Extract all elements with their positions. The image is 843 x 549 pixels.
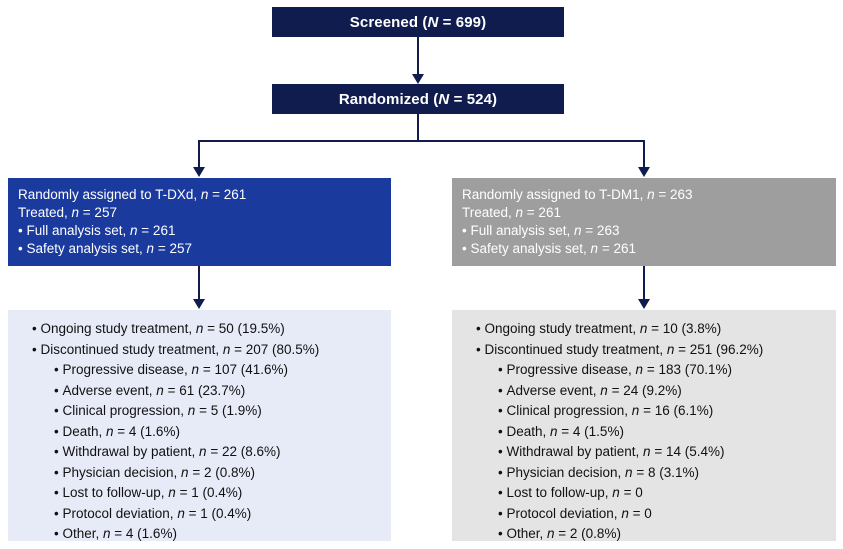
screened-box: Screened (N = 699) — [272, 7, 564, 37]
randomized-box: Randomized (N = 524) — [272, 84, 564, 114]
outcome-item: Discontinued study treatment, n = 207 (8… — [20, 340, 381, 361]
outcome-subitem: Death, n = 4 (1.5%) — [464, 422, 826, 443]
tdm1-assignment-box: Randomly assigned to T-DM1, n = 263 Trea… — [452, 178, 836, 266]
outcome-subitem: Death, n = 4 (1.6%) — [20, 422, 381, 443]
outcome-subitem: Lost to follow-up, n = 1 (0.4%) — [20, 483, 381, 504]
randomized-label: Randomized (N = 524) — [338, 90, 498, 108]
tdm1-treated-line: Treated, n = 261 — [462, 205, 561, 220]
outcome-subitem: Other, n = 4 (1.6%) — [20, 524, 381, 545]
outcome-subitem: Clinical progression, n = 16 (6.1%) — [464, 401, 826, 422]
tdm1-outcomes-box: Ongoing study treatment, n = 10 (3.8%) D… — [452, 310, 836, 541]
outcome-subitem: Progressive disease, n = 183 (70.1%) — [464, 360, 826, 381]
outcome-subitem: Physician decision, n = 8 (3.1%) — [464, 463, 826, 484]
outcome-subitem: Adverse event, n = 61 (23.7%) — [20, 381, 381, 402]
tdxd-full-analysis-line: Full analysis set, n = 261 — [18, 222, 381, 240]
tdxd-safety-analysis-line: Safety analysis set, n = 257 — [18, 240, 381, 258]
tdxd-assignment-box: Randomly assigned to T-DXd, n = 261 Trea… — [8, 178, 391, 266]
outcome-subitem: Protocol deviation, n = 1 (0.4%) — [20, 504, 381, 525]
outcome-item: Discontinued study treatment, n = 251 (9… — [464, 340, 826, 361]
tdm1-full-analysis-line: Full analysis set, n = 263 — [462, 222, 826, 240]
outcome-subitem: Adverse event, n = 24 (9.2%) — [464, 381, 826, 402]
outcome-subitem: Progressive disease, n = 107 (41.6%) — [20, 360, 381, 381]
outcome-subitem: Lost to follow-up, n = 0 — [464, 483, 826, 504]
tdm1-safety-analysis-line: Safety analysis set, n = 261 — [462, 240, 826, 258]
outcome-subitem: Other, n = 2 (0.8%) — [464, 524, 826, 545]
outcome-subitem: Withdrawal by patient, n = 22 (8.6%) — [20, 442, 381, 463]
outcome-item: Ongoing study treatment, n = 10 (3.8%) — [464, 319, 826, 340]
tdxd-treated-line: Treated, n = 257 — [18, 205, 117, 220]
tdxd-assigned-line: Randomly assigned to T-DXd, n = 261 — [18, 187, 247, 202]
outcome-subitem: Clinical progression, n = 5 (1.9%) — [20, 401, 381, 422]
tdm1-assigned-line: Randomly assigned to T-DM1, n = 263 — [462, 187, 693, 202]
outcome-subitem: Withdrawal by patient, n = 14 (5.4%) — [464, 442, 826, 463]
outcome-item: Ongoing study treatment, n = 50 (19.5%) — [20, 319, 381, 340]
tdxd-outcomes-box: Ongoing study treatment, n = 50 (19.5%) … — [8, 310, 391, 541]
screened-label: Screened (N = 699) — [349, 13, 487, 31]
outcome-subitem: Physician decision, n = 2 (0.8%) — [20, 463, 381, 484]
outcome-subitem: Protocol deviation, n = 0 — [464, 504, 826, 525]
